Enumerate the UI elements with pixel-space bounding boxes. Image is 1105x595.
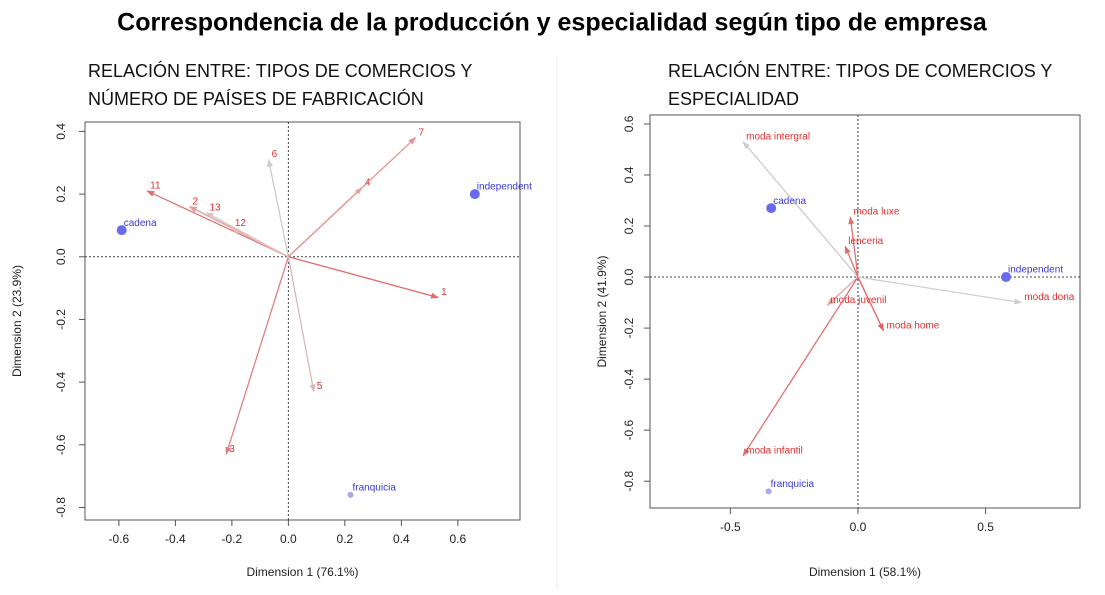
y-tick-label: -0.4: [622, 368, 636, 389]
arrow-label: moda dona: [1024, 292, 1074, 303]
arrow-label: 2: [193, 196, 199, 207]
x-tick-label: -0.4: [165, 532, 186, 546]
x-tick-label: 0.5: [977, 520, 994, 534]
page-title: Correspondencia de la producción y espec…: [117, 9, 988, 37]
y-tick-label: -0.8: [54, 497, 68, 518]
point-label: cadena: [773, 196, 806, 207]
arrow-label: lenceria: [848, 236, 883, 247]
y-tick-label: 0.6: [622, 115, 636, 132]
y-axis-label: Dimension 2 (23.9%): [10, 265, 24, 377]
x-axis-label: Dimension 1 (76.1%): [246, 565, 358, 579]
arrow-label: 11: [150, 181, 161, 192]
point: [765, 488, 772, 495]
arrow: [742, 141, 859, 278]
arrow: [742, 276, 859, 457]
arrow-label: moda home: [887, 320, 940, 331]
x-axis-label: Dimension 1 (58.1%): [809, 565, 921, 579]
y-tick-label: -0.4: [54, 371, 68, 392]
arrow-label: 3: [229, 444, 235, 455]
arrow-label: moda intergral: [746, 131, 810, 142]
arrow-label: 6: [272, 149, 278, 160]
y-tick-label: -0.6: [54, 434, 68, 455]
point: [347, 491, 354, 498]
arrow-label: 13: [209, 203, 221, 214]
arrow: [287, 256, 316, 393]
arrow: [826, 276, 859, 306]
x-tick-label: -0.5: [720, 520, 741, 534]
x-tick-label: 0.4: [393, 532, 410, 546]
chart-title: NÚMERO DE PAÍSES DE FABRICACIÓN: [88, 88, 424, 109]
arrow-label: moda luxe: [853, 207, 900, 218]
point: [469, 189, 480, 200]
point: [1000, 272, 1011, 283]
arrow: [146, 190, 289, 258]
point-label: franquicia: [353, 483, 397, 494]
arrow: [267, 158, 290, 257]
x-tick-label: 0.0: [280, 532, 297, 546]
y-tick-label: -0.2: [54, 309, 68, 330]
y-tick-label: 0.0: [622, 268, 636, 285]
arrow: [287, 136, 417, 258]
arrow-label: moda juvenil: [830, 295, 886, 306]
chart-title: ESPECIALIDAD: [668, 89, 799, 109]
point-label: independent: [477, 182, 532, 193]
y-tick-label: -0.2: [622, 317, 636, 338]
plot-frame: [84, 121, 521, 521]
point-label: franquicia: [771, 479, 815, 490]
y-tick-label: 0.2: [622, 217, 636, 234]
y-tick-label: 0.4: [54, 123, 68, 140]
point: [766, 203, 777, 214]
arrow-label: moda infantil: [746, 445, 803, 456]
x-tick-label: -0.6: [109, 532, 130, 546]
arrow-label: 7: [418, 127, 424, 138]
y-tick-label: 0.4: [622, 166, 636, 183]
y-tick-label: -0.8: [622, 471, 636, 492]
x-tick-label: 0.2: [337, 532, 354, 546]
arrow: [205, 212, 289, 258]
arrow: [848, 216, 859, 278]
arrow-label: 1: [441, 287, 447, 298]
arrow: [857, 276, 1023, 305]
arrow: [857, 276, 885, 332]
arrow: [225, 256, 289, 456]
plot-frame: [649, 114, 1081, 509]
x-tick-label: 0.0: [850, 520, 867, 534]
arrow-label: 12: [235, 218, 247, 229]
chart-title: RELACIÓN ENTRE: TIPOS DE COMERCIOS Y: [88, 60, 472, 81]
x-tick-label: -0.2: [222, 532, 243, 546]
point-label: independent: [1008, 265, 1063, 276]
x-tick-label: 0.6: [450, 532, 467, 546]
y-tick-label: 0.2: [54, 185, 68, 202]
y-tick-label: -0.6: [622, 420, 636, 441]
arrow: [844, 245, 859, 278]
chart-title: RELACIÓN ENTRE: TIPOS DE COMERCIOS Y: [668, 60, 1052, 81]
point: [116, 225, 127, 236]
arrow: [288, 256, 440, 299]
y-axis-label: Dimension 2 (41.9%): [595, 255, 609, 367]
point-label: cadena: [124, 218, 157, 229]
arrow-label: 5: [317, 381, 323, 392]
y-tick-label: 0.0: [54, 248, 68, 265]
